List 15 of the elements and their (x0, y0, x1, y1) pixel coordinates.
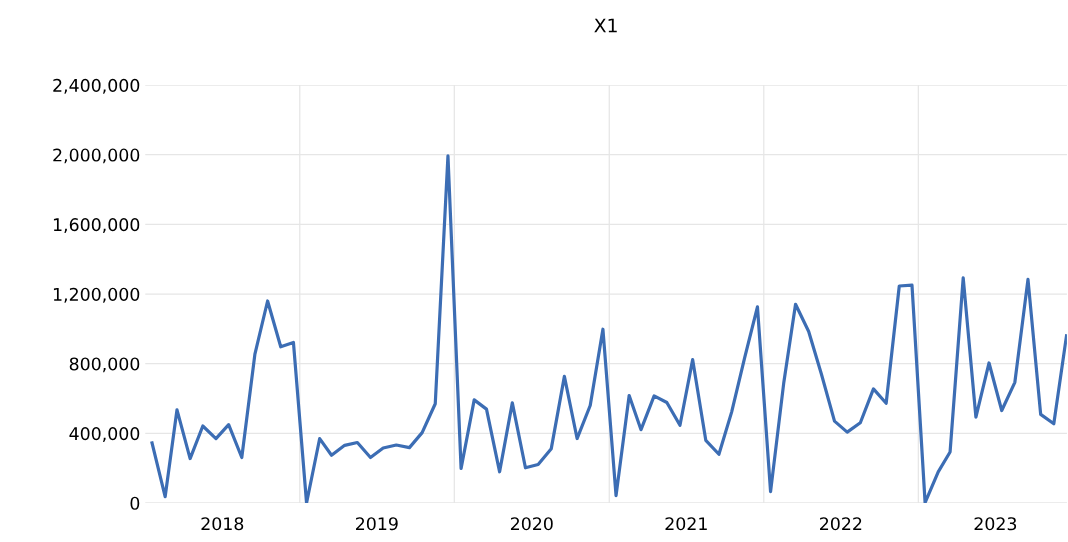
x-tick-label: 2023 (974, 517, 1017, 531)
y-tick-label: 400,000 (69, 427, 140, 442)
y-tick-label: 0 (130, 496, 140, 510)
x-tick-label: 2018 (201, 517, 244, 531)
chart-title: X1 (594, 18, 617, 33)
x-tick-label: 2019 (356, 517, 398, 531)
y-tick-label: 800,000 (69, 357, 140, 373)
x-tick-label: 2022 (820, 517, 862, 531)
y-tick-label: 2,400,000 (53, 78, 140, 94)
x-tick-label: 2020 (510, 517, 553, 531)
line-series (150, 154, 1067, 503)
y-tick-label: 1,600,000 (53, 218, 140, 233)
y-tick-label: 1,200,000 (53, 287, 140, 303)
y-tick-label: 2,000,000 (53, 148, 140, 164)
x-tick-label: 2021 (665, 517, 707, 531)
